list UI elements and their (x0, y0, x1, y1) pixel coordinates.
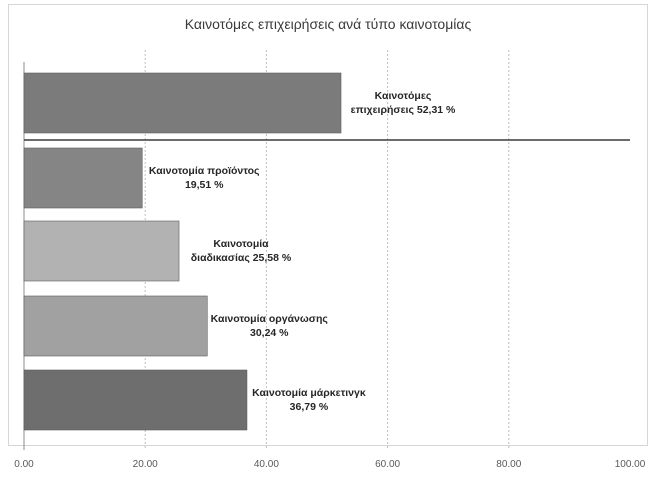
data-label: Καινοτομία (213, 238, 269, 250)
data-label: 30,24 % (250, 327, 289, 339)
bar (23, 147, 143, 209)
data-label: 19,51 % (185, 179, 224, 191)
data-label: Καινοτόμες (375, 90, 432, 102)
data-label: 36,79 % (290, 401, 329, 413)
chart-title: Καινοτόμες επιχειρήσεις ανά τύπο καινοτο… (184, 16, 472, 32)
data-label: επιχειρήσεις 52,31 % (351, 104, 456, 116)
data-label: Καινοτομία προϊόντος (149, 165, 260, 177)
bar (23, 295, 208, 357)
x-tick-label: 60.00 (375, 459, 400, 470)
data-label: Καινοτομία μάρκετινγκ (252, 387, 366, 399)
data-label: Καινοτομία οργάνωσης (211, 313, 329, 325)
bar (23, 369, 248, 431)
x-tick-label: 20.00 (133, 459, 158, 470)
bar (23, 220, 180, 282)
x-tick-label: 0.00 (14, 459, 34, 470)
x-tick-label: 100.00 (615, 459, 646, 470)
x-tick-label: 40.00 (254, 459, 279, 470)
bar (23, 72, 342, 134)
data-label: διαδικασίας 25,58 % (191, 252, 292, 264)
x-tick-label: 80.00 (496, 459, 521, 470)
